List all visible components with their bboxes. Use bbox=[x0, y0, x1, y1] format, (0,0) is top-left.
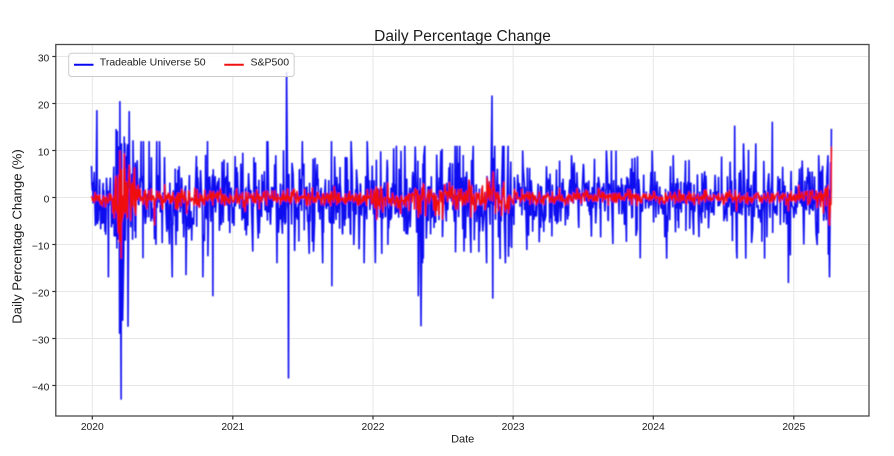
svg-text:2023: 2023 bbox=[502, 422, 525, 433]
svg-text:−10: −10 bbox=[32, 241, 50, 252]
svg-text:2020: 2020 bbox=[81, 422, 104, 433]
svg-text:2025: 2025 bbox=[782, 422, 805, 433]
svg-text:Date: Date bbox=[451, 433, 474, 445]
svg-text:30: 30 bbox=[38, 53, 50, 64]
svg-text:−20: −20 bbox=[32, 288, 50, 299]
svg-text:2024: 2024 bbox=[642, 422, 665, 433]
svg-text:Tradeable Universe 50: Tradeable Universe 50 bbox=[100, 57, 206, 69]
svg-text:2022: 2022 bbox=[362, 422, 385, 433]
svg-text:−40: −40 bbox=[32, 382, 50, 393]
svg-text:20: 20 bbox=[38, 100, 50, 111]
svg-text:2021: 2021 bbox=[221, 422, 244, 433]
svg-text:0: 0 bbox=[44, 194, 50, 205]
svg-text:Daily Percentage Change: Daily Percentage Change bbox=[374, 28, 551, 45]
svg-text:−30: −30 bbox=[32, 335, 50, 346]
svg-text:Daily Percentage Change (%): Daily Percentage Change (%) bbox=[10, 149, 25, 323]
svg-text:S&P500: S&P500 bbox=[251, 57, 290, 69]
svg-text:10: 10 bbox=[38, 147, 50, 158]
